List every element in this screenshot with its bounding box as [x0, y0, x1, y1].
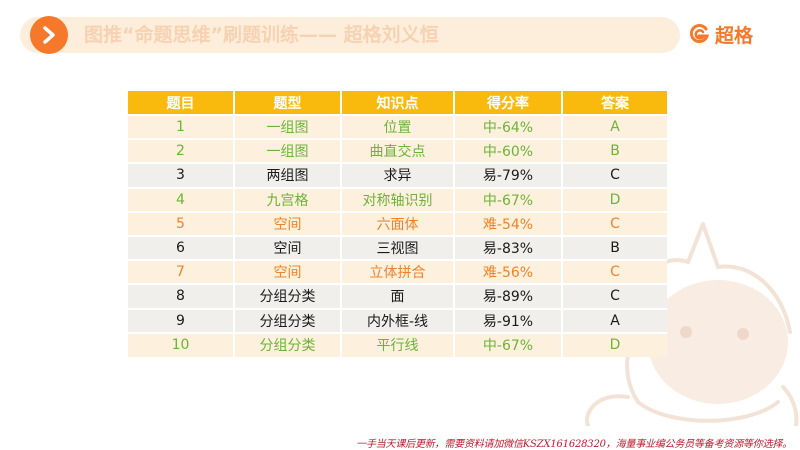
- table-row: 7 空间 立体拼合 难-56% C: [128, 259, 667, 285]
- page-title: 图推“命题思维”刷题训练—— 超格刘义恒: [84, 24, 439, 46]
- cell-number: 1: [128, 113, 234, 140]
- cell-answer: C: [561, 283, 667, 309]
- cell-answer: C: [561, 162, 667, 188]
- cell-score-rate: 易-83%: [453, 234, 562, 261]
- cell-score-rate: 中-60%: [453, 138, 562, 164]
- cell-type: 空间: [233, 210, 341, 236]
- cell-number: 10: [128, 331, 234, 357]
- cell-type: 一组图: [233, 113, 341, 140]
- cell-knowledge: 六面体: [340, 210, 454, 236]
- cell-score-rate: 中-67%: [453, 186, 562, 212]
- header-cell-answer: 答案: [561, 91, 667, 115]
- cell-number: 5: [128, 210, 234, 236]
- header-bar: [20, 17, 680, 53]
- cell-number: 2: [128, 138, 234, 164]
- cell-type: 空间: [233, 234, 341, 261]
- cell-answer: D: [561, 186, 667, 212]
- cell-number: 6: [128, 234, 234, 261]
- unicorn-mascot-watermark: [585, 222, 799, 426]
- cell-knowledge: 求异: [340, 162, 454, 188]
- cell-score-rate: 难-56%: [453, 259, 562, 285]
- cell-score-rate: 中-64%: [453, 113, 562, 140]
- cell-type: 分组分类: [233, 331, 341, 357]
- cell-type: 九宫格: [233, 186, 341, 212]
- header-cell-type: 题型: [233, 91, 341, 115]
- table-row: 10 分组分类 平行线 中-67% D: [128, 331, 667, 357]
- cell-answer: C: [561, 259, 667, 285]
- table-row: 9 分组分类 内外框-线 易-91% A: [128, 307, 667, 333]
- table-row: 1 一组图 位置 中-64% A: [128, 113, 667, 140]
- table-row: 6 空间 三视图 易-83% B: [128, 234, 667, 261]
- cell-type: 空间: [233, 259, 341, 285]
- cell-type: 一组图: [233, 138, 341, 164]
- cell-score-rate: 难-54%: [453, 210, 562, 236]
- cell-type: 分组分类: [233, 283, 341, 309]
- table-row: 3 两组图 求异 易-79% C: [128, 162, 667, 188]
- cell-type: 两组图: [233, 162, 341, 188]
- cell-number: 8: [128, 283, 234, 309]
- cell-answer: C: [561, 210, 667, 236]
- cell-score-rate: 易-91%: [453, 307, 562, 333]
- cell-answer: B: [561, 234, 667, 261]
- cell-knowledge: 位置: [340, 113, 454, 140]
- cell-score-rate: 中-67%: [453, 331, 562, 357]
- cell-number: 7: [128, 259, 234, 285]
- header-cell-knowledge: 知识点: [340, 91, 454, 115]
- quiz-table: 题目 题型 知识点 得分率 答案 1 一组图 位置 中-64% A 2 一组图 …: [128, 91, 667, 357]
- chevron-right-icon: [30, 16, 68, 54]
- cell-answer: A: [561, 307, 667, 333]
- cell-knowledge: 面: [340, 283, 454, 309]
- cell-number: 9: [128, 307, 234, 333]
- table-header-row: 题目 题型 知识点 得分率 答案: [128, 91, 667, 115]
- header: 图推“命题思维”刷题训练—— 超格刘义恒 超格: [0, 0, 800, 68]
- cell-answer: D: [561, 331, 667, 357]
- cell-knowledge: 曲直交点: [340, 138, 454, 164]
- header-cell-number: 题目: [128, 91, 234, 115]
- table-row: 8 分组分类 面 易-89% C: [128, 283, 667, 309]
- cell-answer: B: [561, 138, 667, 164]
- cell-answer: A: [561, 113, 667, 140]
- table-row: 2 一组图 曲直交点 中-60% B: [128, 138, 667, 164]
- cell-score-rate: 易-79%: [453, 162, 562, 188]
- cell-number: 4: [128, 186, 234, 212]
- cell-knowledge: 立体拼合: [340, 259, 454, 285]
- logo: 超格: [688, 18, 780, 50]
- header-cell-score-rate: 得分率: [453, 91, 562, 115]
- cell-score-rate: 易-89%: [453, 283, 562, 309]
- cell-type: 分组分类: [233, 307, 341, 333]
- table-row: 4 九宫格 对称轴识别 中-67% D: [128, 186, 667, 212]
- cell-number: 3: [128, 162, 234, 188]
- logo-icon: [689, 24, 710, 43]
- footer-notice: 一手当天课后更新，需要资料请加微信KSZX161628320，海量事业编公务员等…: [356, 439, 792, 450]
- cell-knowledge: 平行线: [340, 331, 454, 357]
- cell-knowledge: 三视图: [340, 234, 454, 261]
- table-row: 5 空间 六面体 难-54% C: [128, 210, 667, 236]
- cell-knowledge: 内外框-线: [340, 307, 454, 333]
- cell-knowledge: 对称轴识别: [340, 186, 454, 212]
- logo-text: 超格: [715, 24, 754, 47]
